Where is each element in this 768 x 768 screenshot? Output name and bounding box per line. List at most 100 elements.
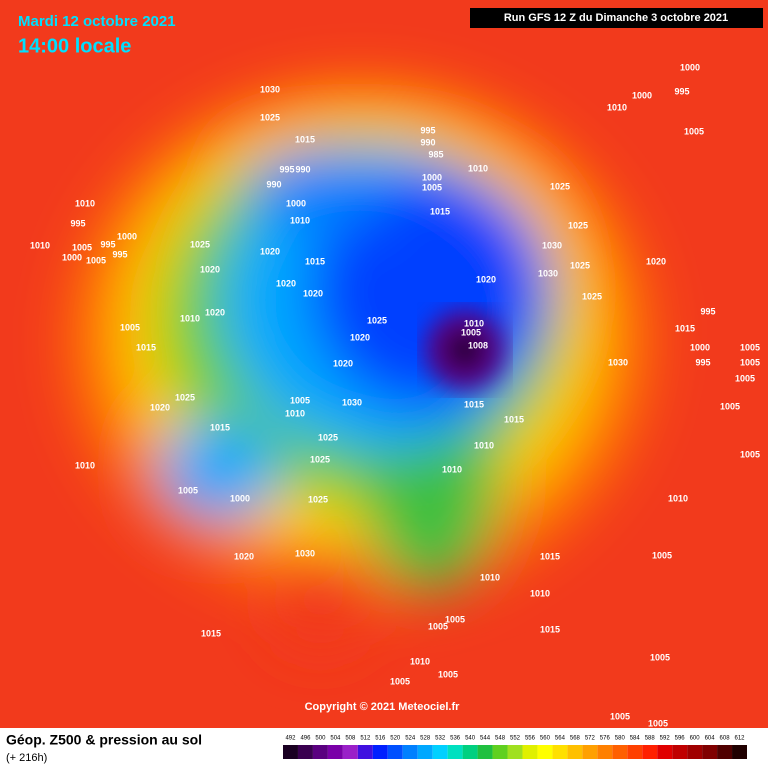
isobar-label: 1010 [75,460,95,470]
isobar-label: 1010 [75,198,95,208]
scale-label: 556 [525,736,536,742]
scale-swatch [552,745,568,759]
scale-label: 592 [660,736,671,742]
local-time: 14:00 locale [18,35,131,57]
isobar-label: 1005 [178,485,198,495]
scale-swatch [342,745,358,759]
isobar-label: 1025 [568,220,588,230]
scale-swatch [687,745,703,759]
scale-swatch [283,745,298,759]
isobar-label: 1010 [530,588,550,598]
isobar-label: 1015 [540,551,560,561]
isobar-label: 1005 [390,676,410,686]
scale-label: 504 [330,736,341,742]
scale-swatch [702,745,718,759]
scale-label: 544 [480,736,491,742]
scale-label: 588 [645,736,656,742]
isobar-label: 1015 [464,399,484,409]
isobar-label: 1000 [117,231,137,241]
isobar-label: 995 [279,164,294,174]
scale-swatch [627,745,643,759]
isobar-label: 1005 [120,322,140,332]
scale-label: 568 [570,736,581,742]
isobar-label: 1010 [180,313,200,323]
isobar-label: 1025 [308,494,328,504]
isobar-label: 1020 [150,402,170,412]
isobar-label: 1010 [607,102,627,112]
scale-label: 596 [675,736,686,742]
isobar-label: 1005 [72,242,92,252]
isobar-label: 1030 [342,397,362,407]
isobar-label: 1010 [290,215,310,225]
scale-swatch [672,745,688,759]
scale-label: 524 [405,736,416,742]
scale-swatch [297,745,313,759]
scale-swatch [417,745,433,759]
isobar-label: 1005 [428,621,448,631]
scale-label: 552 [510,736,521,742]
scale-swatch [582,745,598,759]
scale-label: 532 [435,736,446,742]
isobar-label: 1005 [461,327,481,337]
isobar-label: 1010 [285,408,305,418]
isobar-label: 990 [420,137,435,147]
scale-label: 520 [390,736,401,742]
isobar-label: 1030 [542,240,562,250]
scale-label: 536 [450,736,461,742]
run-info: Run GFS 12 Z du Dimanche 3 octobre 2021 [504,12,728,24]
color-scale: 492 496 500 504 508 512 516 520 524 528 532 536 540 5… [283,736,747,759]
scale-label: 500 [315,736,326,742]
isobar-label: 1000 [62,252,82,262]
isobar-label: 1025 [175,392,195,402]
isobar-label: 1025 [550,181,570,191]
isobar-label: 1020 [260,246,280,256]
isobar-label: 995 [112,249,127,259]
scale-swatch [432,745,448,759]
isobar-label: 1025 [310,454,330,464]
isobar-label: 995 [100,239,115,249]
isobar-label: 1000 [680,62,700,72]
scale-swatch [447,745,463,759]
isobar-label: 1030 [295,548,315,558]
scale-label: 608 [720,736,731,742]
isobar-label: 1010 [30,240,50,250]
isobar-label: 1005 [650,652,670,662]
scale-swatch [537,745,553,759]
scale-swatch [612,745,628,759]
legend-subtitle: (+ 216h) [6,752,47,764]
isobar-label: 1000 [690,342,710,352]
isobar-label: 1005 [652,550,672,560]
scale-swatch [477,745,493,759]
isobar-label: 1025 [190,239,210,249]
isobar-label: 1025 [318,432,338,442]
isobar-label: 1005 [422,182,442,192]
isobar-label: 1005 [740,342,760,352]
scale-label: 528 [420,736,431,742]
isobar-label: 1005 [735,373,755,383]
isobar-label: 1020 [205,307,225,317]
isobar-label: 1005 [684,126,704,136]
scale-label: 584 [630,736,641,742]
scale-label: 580 [615,736,626,742]
scale-label: 572 [585,736,596,742]
isobar-label: 1005 [720,401,740,411]
isobar-label: 1020 [234,551,254,561]
isobar-label: 1010 [480,572,500,582]
isobar-label: 1015 [210,422,230,432]
scale-label: 512 [360,736,371,742]
isobar-label: 1030 [608,357,628,367]
isobar-label: 1000 [632,90,652,100]
scale-swatch [597,745,613,759]
scale-swatch [567,745,583,759]
scale-label: 564 [555,736,566,742]
isobar-label: 990 [295,164,310,174]
isobar-label: 990 [266,179,281,189]
isobar-label: 1030 [260,84,280,94]
isobar-label: 1025 [582,291,602,301]
low-pressure-core [425,310,505,390]
isobar-label: 1005 [648,718,668,728]
isobar-label: 1005 [740,357,760,367]
isobar-label: 1005 [86,255,106,265]
